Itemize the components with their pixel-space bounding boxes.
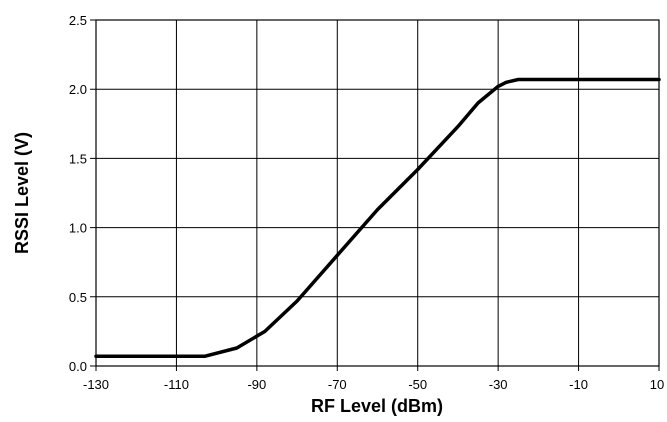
y-tick-label: 2.0: [69, 82, 87, 97]
series-line: [94, 77, 661, 359]
x-tick-label: -90: [247, 377, 266, 392]
plot-border: [95, 19, 660, 367]
x-tick-label: -10: [569, 377, 588, 392]
series-layer: [94, 77, 661, 359]
x-tick-label: -30: [489, 377, 508, 392]
x-tick-label: -50: [408, 377, 427, 392]
plot-area: [96, 20, 659, 366]
x-tick-label: -70: [328, 377, 347, 392]
y-tick-label: 0.0: [69, 359, 87, 374]
x-tick-label: 10: [650, 377, 664, 392]
y-tick-label: 2.5: [69, 13, 87, 28]
x-axis-title: RF Level (dBm): [311, 396, 443, 416]
x-tick-labels: -130 -110 -90 -70 -50 -30 -10 10: [83, 377, 664, 392]
y-tick-label: 1.5: [69, 151, 87, 166]
y-axis-title: RSSI Level (V): [12, 132, 32, 254]
y-tick-labels: 0.0 0.5 1.0 1.5 2.0 2.5: [69, 13, 87, 374]
y-tick-label: 0.5: [69, 290, 87, 305]
x-tick-label: -130: [83, 377, 109, 392]
y-tick-label: 1.0: [69, 221, 87, 236]
x-tick-label: -110: [164, 377, 189, 392]
